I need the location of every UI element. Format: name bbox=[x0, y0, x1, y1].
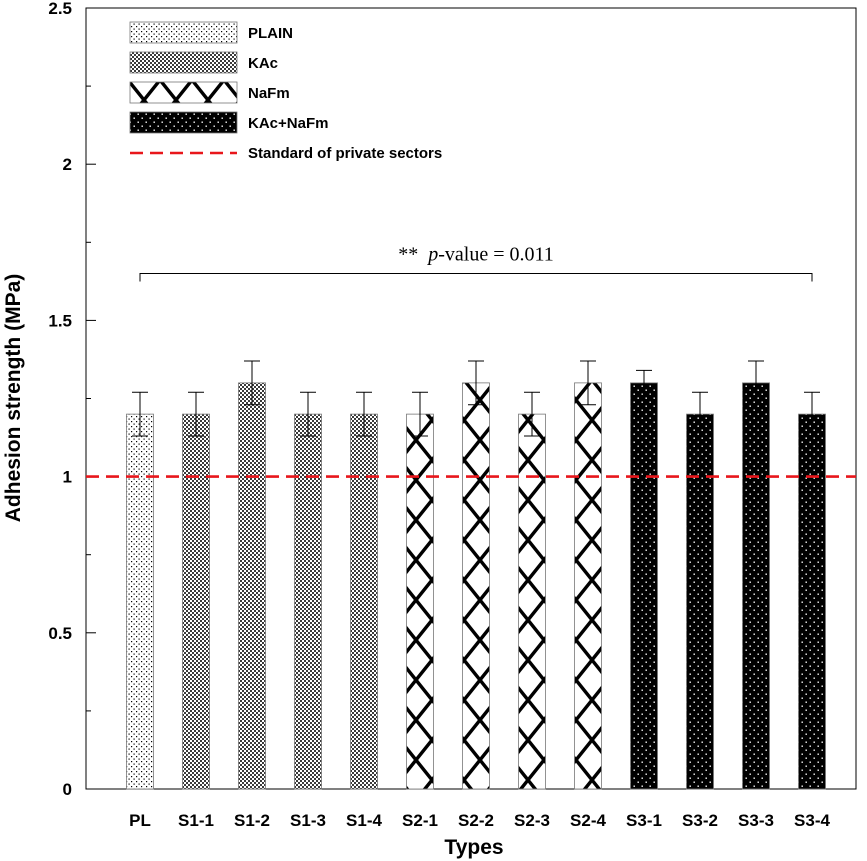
x-tick-label-S3-4: S3-4 bbox=[794, 811, 830, 830]
y-axis: 0 0.5 1 1.5 2 2.5 bbox=[48, 0, 96, 799]
legend-swatch bbox=[129, 111, 238, 134]
bar-S3-1 bbox=[630, 382, 658, 790]
bar-PL bbox=[126, 413, 154, 790]
legend-item-standard-of-private-sectors: Standard of private sectors bbox=[130, 145, 442, 162]
legend-swatch bbox=[129, 51, 238, 74]
significance-annotation: ** p-value = 0.011 bbox=[139, 244, 813, 282]
legend-item-plain: PLAIN bbox=[129, 21, 293, 44]
x-tick-label-S3-2: S3-2 bbox=[682, 811, 718, 830]
x-tick-label-S1-2: S1-2 bbox=[234, 811, 270, 830]
error-bar-S1-1 bbox=[188, 391, 204, 437]
x-tick-label-S2-3: S2-3 bbox=[514, 811, 550, 830]
x-tick-label-S3-3: S3-3 bbox=[738, 811, 774, 830]
legend-label: KAc+NaFm bbox=[248, 115, 328, 132]
error-bar-S2-3 bbox=[524, 391, 540, 437]
p-value-text: -value = 0.011 bbox=[438, 244, 554, 266]
x-tick-label-S2-1: S2-1 bbox=[402, 811, 438, 830]
bar-S2-1 bbox=[406, 413, 434, 790]
legend-item-kac-nafm: KAc+NaFm bbox=[129, 111, 328, 134]
bar-S3-4 bbox=[798, 413, 826, 790]
legend-item-nafm: NaFm bbox=[129, 81, 290, 104]
y-tick-label: 1 bbox=[63, 468, 72, 487]
significance-stars: ** bbox=[398, 244, 418, 266]
y-tick-label: 1.5 bbox=[48, 311, 72, 330]
bar-S2-2 bbox=[462, 382, 490, 790]
bar-S2-3 bbox=[518, 413, 546, 790]
legend-label: PLAIN bbox=[248, 25, 293, 42]
error-bars bbox=[132, 360, 820, 437]
legend: PLAIN KAc NaFm KAc+NaFm Standard of private … bbox=[129, 21, 442, 162]
bar-S1-4 bbox=[350, 413, 378, 790]
x-axis-title: Types bbox=[444, 836, 503, 859]
legend-label: KAc bbox=[248, 55, 278, 72]
legend-label: Standard of private sectors bbox=[248, 145, 442, 162]
error-bar-S3-3 bbox=[748, 360, 764, 406]
bar-S1-2 bbox=[238, 382, 266, 790]
y-tick-label: 0 bbox=[63, 780, 72, 799]
error-bar-S2-2 bbox=[468, 360, 484, 406]
x-tick-label-S1-3: S1-3 bbox=[290, 811, 326, 830]
error-bar-S3-2 bbox=[692, 391, 708, 437]
x-tick-label-PL: PL bbox=[129, 811, 151, 830]
significance-bracket bbox=[139, 273, 813, 282]
x-tick-label-S1-1: S1-1 bbox=[178, 811, 214, 830]
legend-swatch bbox=[129, 21, 238, 44]
error-bar-S3-1 bbox=[636, 369, 652, 396]
legend-swatch bbox=[129, 81, 238, 104]
error-bar-S1-2 bbox=[244, 360, 260, 406]
y-tick-label: 2.5 bbox=[48, 0, 72, 18]
x-axis: PL S1-1 S1-2 S1-3 S1-4 S2-1 S2-2 S2-3 S2-4 S3-1 S3… bbox=[129, 811, 830, 830]
error-bar-S2-1 bbox=[412, 391, 428, 437]
error-bar-S2-4 bbox=[580, 360, 596, 406]
bar-S3-2 bbox=[686, 413, 714, 790]
error-bar-S3-4 bbox=[804, 391, 820, 437]
bar-S3-3 bbox=[742, 382, 770, 790]
legend-label: NaFm bbox=[248, 85, 290, 102]
bar-S1-1 bbox=[182, 413, 210, 790]
bar-S2-4 bbox=[574, 382, 602, 790]
bar-S1-3 bbox=[294, 413, 322, 790]
error-bar-S1-4 bbox=[356, 391, 372, 437]
x-tick-label-S3-1: S3-1 bbox=[626, 811, 662, 830]
p-italic: p bbox=[426, 244, 438, 266]
error-bar-PL bbox=[132, 391, 148, 437]
error-bar-S1-3 bbox=[300, 391, 316, 437]
legend-item-kac: KAc bbox=[129, 51, 278, 74]
y-tick-label: 2 bbox=[63, 155, 72, 174]
p-value-label: ** p-value = 0.011 bbox=[398, 244, 554, 266]
y-axis-title: Adhesion strength (MPa) bbox=[2, 274, 25, 523]
x-tick-label-S2-2: S2-2 bbox=[458, 811, 494, 830]
bar-series bbox=[126, 382, 826, 790]
x-tick-label-S2-4: S2-4 bbox=[570, 811, 606, 830]
y-tick-label: 0.5 bbox=[48, 624, 72, 643]
x-tick-label-S1-4: S1-4 bbox=[346, 811, 382, 830]
